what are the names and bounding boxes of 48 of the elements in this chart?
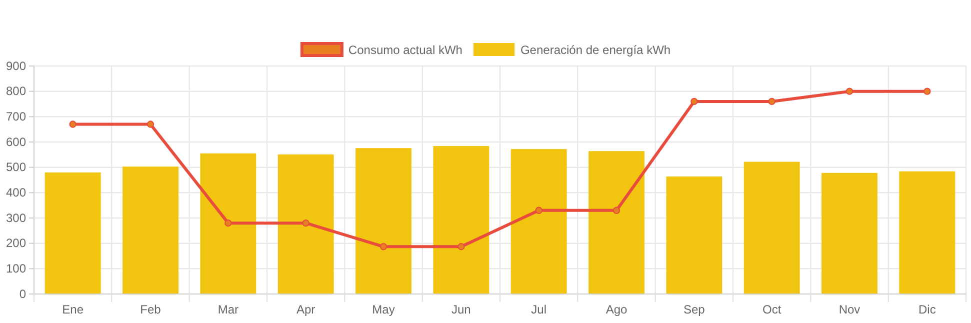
x-tick-label: Ago	[606, 302, 628, 317]
bar	[200, 153, 256, 294]
bar	[744, 162, 800, 294]
x-tick-label: Dic	[918, 302, 936, 317]
x-tick-label: May	[372, 302, 395, 317]
point	[535, 206, 542, 214]
point	[768, 98, 776, 106]
point	[224, 219, 232, 227]
bar	[278, 154, 334, 294]
bar	[122, 166, 178, 294]
x-tick-label: Jul	[531, 302, 547, 317]
x-tick-label: Apr	[296, 302, 316, 317]
bar	[44, 172, 101, 294]
x-tick-label: Oct	[762, 302, 782, 317]
point	[69, 120, 76, 128]
y-tick-label: 200	[6, 236, 26, 250]
y-tick-label: 900	[6, 58, 26, 73]
point	[612, 206, 620, 214]
bar	[666, 176, 722, 294]
point	[690, 98, 698, 106]
x-tick-label: Feb	[140, 302, 162, 317]
legend-label: Generación de energía kWh	[520, 43, 671, 57]
legend-label: Consumo actual kWh	[348, 43, 462, 57]
y-tick-label: 600	[6, 134, 26, 149]
point	[458, 243, 465, 250]
y-tick-label: 800	[6, 84, 26, 98]
bar	[356, 148, 412, 294]
x-tick-label: Ene	[62, 302, 84, 317]
bar	[822, 172, 878, 294]
y-tick-label: 500	[6, 160, 26, 174]
point	[302, 219, 310, 227]
point	[146, 120, 154, 128]
x-tick-label: Jun	[451, 302, 471, 317]
x-tick-label: Nov	[838, 302, 860, 317]
x-tick-label: Mar	[218, 302, 239, 317]
y-tick-label: 400	[6, 186, 26, 200]
bar	[510, 149, 567, 294]
bar	[588, 151, 644, 294]
y-tick-label: 0	[19, 286, 26, 301]
y-tick-label: 300	[6, 210, 26, 225]
bar	[899, 171, 956, 294]
bar	[433, 146, 490, 294]
x-tick-label: Sep	[683, 302, 706, 317]
point	[380, 243, 388, 250]
point	[846, 88, 854, 95]
point	[924, 88, 931, 95]
y-tick-label: 700	[6, 110, 26, 124]
y-tick-label: 100	[6, 262, 26, 276]
